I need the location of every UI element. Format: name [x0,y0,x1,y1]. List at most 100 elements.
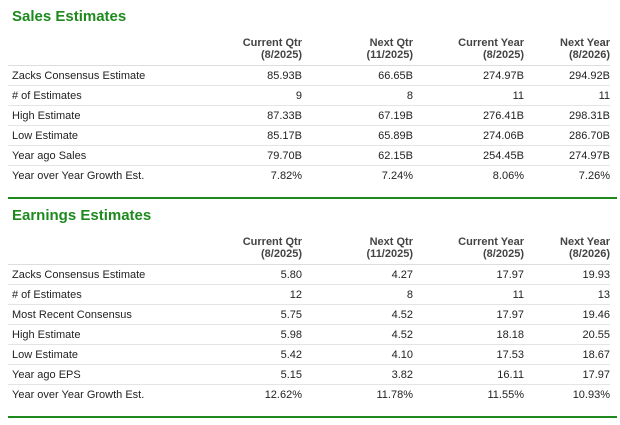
row-label: High Estimate [8,324,190,345]
header-cell [8,32,190,66]
row-label: High Estimate [8,105,190,126]
column-header: Current Qtr (8/2025) [190,231,302,265]
cell: 12 [190,284,302,305]
header-row: Current Qtr (8/2025) Next Qtr (11/2025) Curr… [8,32,610,66]
cell: 20.55 [524,324,610,345]
cell: 13 [524,284,610,305]
column-name: Current Year [458,37,524,49]
estimates-table: Current Qtr (8/2025) Next Qtr (11/2025) Curr… [8,231,610,404]
cell: 5.98 [190,324,302,345]
column-period: (8/2025) [483,49,524,61]
column-header: Next Year (8/2026) [524,32,610,66]
row-label: Year over Year Growth Est. [12,388,145,401]
cell: 7.24% [381,169,413,182]
cell: 11 [413,85,524,106]
cell: 8 [302,85,413,106]
data-row: # of Estimates 12 8 11 13 [8,284,610,305]
cell: 8 [302,284,413,305]
cell: 5.42 [190,344,302,365]
cell: 8.06% [492,169,524,182]
row-label: Zacks Consensus Estimate [8,264,190,285]
column-period: (8/2026) [569,49,610,61]
data-row: # of Estimates 9 8 11 11 [8,85,610,106]
column-name: Current Year [458,236,524,248]
data-row: High Estimate 5.98 4.52 18.18 20.55 [8,324,610,345]
data-row: Year over Year Growth Est. 12.62% 11.78% 11… [8,385,610,405]
cell: 67.19B [302,105,413,126]
column-header: Next Qtr (11/2025) [302,231,413,265]
cell: 18.67 [524,344,610,365]
data-row: Low Estimate 85.17B 65.89B 274.06B 286.70B [8,125,610,146]
cell: 19.93 [524,264,610,285]
column-name: Current Qtr [242,37,302,49]
cell: 11 [524,85,610,106]
column-period: (8/2026) [569,248,610,260]
cell: 17.97 [524,364,610,385]
cell: 7.82% [270,169,302,182]
cell: 254.45B [413,145,524,166]
column-name: Next Qtr [369,37,413,49]
row-label: # of Estimates [8,284,190,305]
column-header: Current Qtr (8/2025) [190,32,302,66]
cell: 286.70B [524,125,610,146]
cell: 65.89B [302,125,413,146]
row-label: Low Estimate [8,344,190,365]
cell: 298.31B [524,105,610,126]
column-period: (11/2025) [366,49,413,61]
cell: 79.70B [190,145,302,166]
cell: 4.52 [302,324,413,345]
cell: 11.78% [376,388,414,401]
cell: 11.55% [487,388,525,401]
cell: 62.15B [302,145,413,166]
row-label: Year over Year Growth Est. [12,169,145,182]
cell: 7.26% [578,169,610,182]
section-title: Earnings Estimates [12,207,152,224]
cell: 17.97 [413,304,524,325]
row-label: Zacks Consensus Estimate [8,65,190,86]
cell: 294.92B [524,65,610,86]
cell: 12.62% [264,388,302,401]
data-row: Year ago Sales 79.70B 62.15B 254.45B 274.97B [8,145,610,166]
cell: 17.53 [413,344,524,365]
row-label: # of Estimates [8,85,190,106]
column-name: Current Qtr [242,236,302,248]
header-cell [8,231,190,265]
column-name: Next Qtr [369,236,413,248]
cell: 16.11 [413,364,524,385]
row-label: Most Recent Consensus [8,304,190,325]
column-period: (8/2025) [261,49,302,61]
column-header: Current Year (8/2025) [413,231,524,265]
data-row: Most Recent Consensus 5.75 4.52 17.97 19.46 [8,304,610,325]
column-header: Next Year (8/2026) [524,231,610,265]
cell: 3.82 [302,364,413,385]
column-header: Next Qtr (11/2025) [302,32,413,66]
row-label: Year ago EPS [8,364,190,385]
cell: 85.17B [190,125,302,146]
section: Earnings Estimates Current Qtr (8/2025) Nex… [8,199,617,418]
cell: 274.97B [413,65,524,86]
data-row: High Estimate 87.33B 67.19B 276.41B 298.31B [8,105,610,126]
column-header: Current Year (8/2025) [413,32,524,66]
cell: 4.10 [302,344,413,365]
row-label: Low Estimate [8,125,190,146]
cell: 274.97B [524,145,610,166]
cell: 5.75 [190,304,302,325]
cell: 17.97 [413,264,524,285]
column-period: (8/2025) [261,248,302,260]
cell: 66.65B [302,65,413,86]
data-row: Low Estimate 5.42 4.10 17.53 18.67 [8,344,610,365]
column-name: Next Year [560,37,610,49]
cell: 11 [413,284,524,305]
estimates-table: Current Qtr (8/2025) Next Qtr (11/2025) Curr… [8,32,610,185]
cell: 4.52 [302,304,413,325]
data-row: Year over Year Growth Est. 7.82% 7.24% 8.06… [8,166,610,186]
data-row: Zacks Consensus Estimate 85.93B 66.65B 274.… [8,65,610,86]
data-row: Zacks Consensus Estimate 5.80 4.27 17.97 19.… [8,264,610,285]
cell: 85.93B [190,65,302,86]
column-period: (8/2025) [483,248,524,260]
cell: 5.80 [190,264,302,285]
cell: 4.27 [302,264,413,285]
cell: 276.41B [413,105,524,126]
